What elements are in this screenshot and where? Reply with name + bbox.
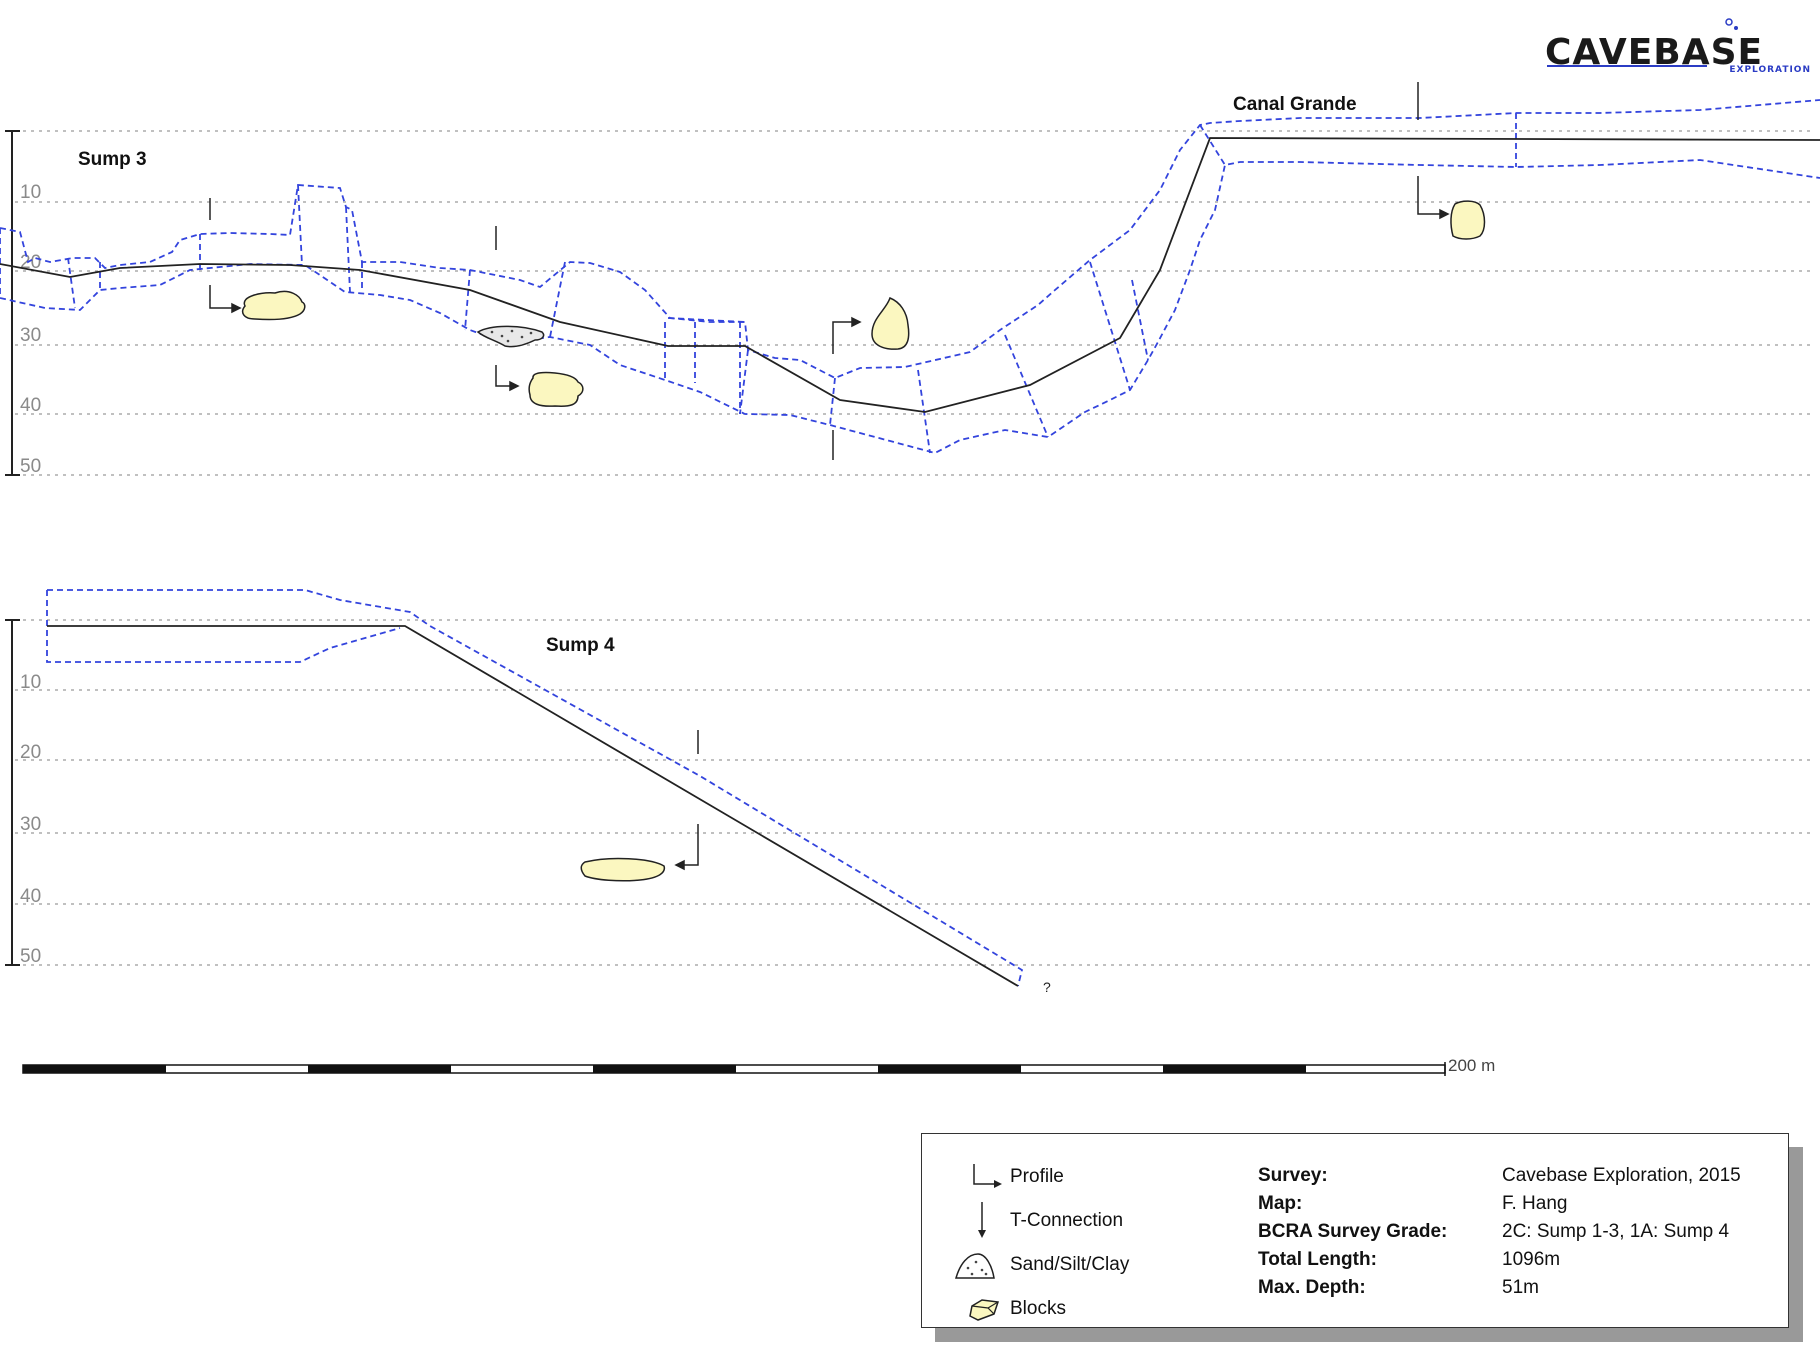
blocks-icon <box>969 1299 1000 1321</box>
info-value-survey: Cavebase Exploration, 2015 <box>1502 1165 1741 1186</box>
block-icon <box>1450 200 1486 240</box>
lower-depth-axis <box>5 619 20 966</box>
upper-passage-outline <box>0 99 1820 454</box>
depth-label: 30 <box>20 814 41 835</box>
legend-item-sand-silt-clay: Sand/Silt/Clay <box>922 1250 1222 1280</box>
depth-label: 20 <box>20 742 41 763</box>
lower-profile-markers <box>674 730 699 871</box>
depth-label: 10 <box>20 182 41 203</box>
logo-dots-icon <box>1725 18 1738 30</box>
depth-label: 40 <box>20 395 41 416</box>
info-value-map: F. Hang <box>1502 1193 1568 1214</box>
logo-tagline: EXPLORATION <box>1729 65 1811 75</box>
section-label-canal-grande: Canal Grande <box>1233 94 1357 115</box>
section-label-sump-3: Sump 3 <box>78 149 147 170</box>
map-legend: Profile T-Connection Sand/Silt/Clay Bloc… <box>921 1133 1789 1328</box>
scale-bar <box>22 1062 1446 1076</box>
info-key-total-length: Total Length: <box>1258 1249 1377 1270</box>
info-value-survey-grade: 2C: Sump 1-3, 1A: Sump 4 <box>1502 1221 1730 1242</box>
depth-label: 10 <box>20 672 41 693</box>
depth-label: 20 <box>20 252 41 273</box>
depth-label: 30 <box>20 325 41 346</box>
block-icon <box>871 297 910 350</box>
lower-depth-grid <box>15 619 1810 966</box>
sand-silt-clay-icon <box>955 1253 995 1279</box>
cave-profile-map: 10 20 30 40 50 <box>0 82 1820 1076</box>
info-key-max-depth: Max. Depth: <box>1258 1277 1366 1298</box>
info-value-max-depth: 51m <box>1502 1277 1539 1298</box>
legend-item-t-connection: T-Connection <box>922 1202 1222 1238</box>
lower-centerline <box>47 625 1019 987</box>
depth-label: 50 <box>20 946 41 967</box>
legend-item-blocks: Blocks <box>922 1294 1222 1324</box>
cavebase-logo: CAVEBASE EXPLORATION <box>1545 18 1815 75</box>
legend-label: Blocks <box>1010 1298 1066 1319</box>
unknown-continuation-mark: ? <box>1043 979 1051 995</box>
t-connection-icon <box>978 1202 986 1238</box>
depth-label: 40 <box>20 886 41 907</box>
info-value-total-length: 1096m <box>1502 1249 1561 1270</box>
profile-icon <box>973 1164 1002 1188</box>
sand-silt-clay-deposit <box>476 325 545 348</box>
upper-depth-labels: 10 20 30 40 50 <box>20 182 41 477</box>
upper-depth-axis <box>5 130 20 476</box>
block-icon <box>580 857 666 882</box>
upper-depth-grid <box>15 130 1810 476</box>
info-key-survey-grade: BCRA Survey Grade: <box>1258 1221 1448 1242</box>
info-key-survey: Survey: <box>1258 1165 1328 1186</box>
info-key-map: Map: <box>1258 1193 1303 1214</box>
section-label-sump-4: Sump 4 <box>546 635 615 656</box>
legend-item-profile: Profile <box>922 1162 1222 1192</box>
depth-label: 50 <box>20 456 41 477</box>
legend-label: Sand/Silt/Clay <box>1010 1254 1130 1275</box>
legend-label: Profile <box>1010 1166 1064 1187</box>
upper-profile-markers <box>209 82 1450 460</box>
block-icon <box>242 290 306 321</box>
scale-bar-label: 200 m <box>1448 1056 1496 1075</box>
block-icon <box>528 371 584 407</box>
lower-depth-labels: 10 20 30 40 50 <box>20 672 41 967</box>
upper-blocks <box>242 200 1486 407</box>
upper-centerline <box>0 137 1820 413</box>
logo-underline <box>1547 65 1707 67</box>
lower-passage-outline <box>46 589 1024 987</box>
legend-label: T-Connection <box>1010 1210 1124 1231</box>
